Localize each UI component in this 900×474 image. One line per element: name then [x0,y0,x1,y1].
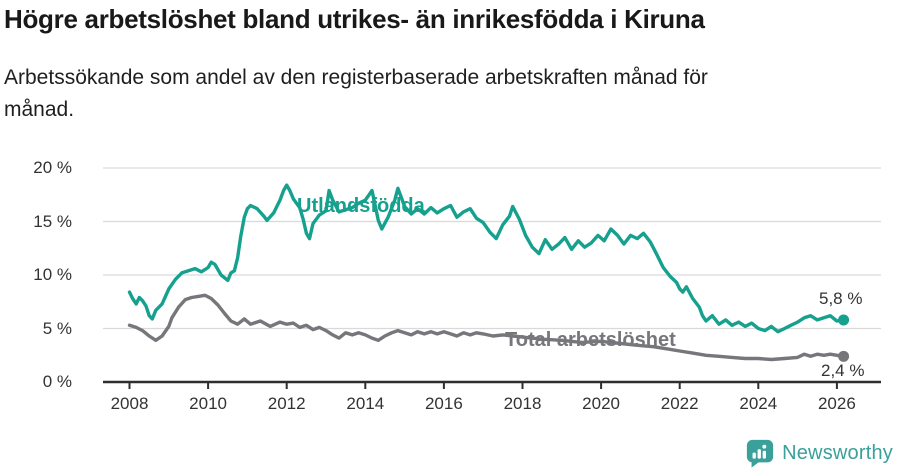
x-tick-label: 2022 [660,394,699,413]
end-value-label-utlandsfodda: 5,8 % [819,289,863,308]
series-label-utlandsfodda: Utlandsfödda [297,195,425,217]
x-tick-label: 2020 [582,394,620,413]
y-tick-label: 10 % [33,265,72,284]
chart-subtitle: Arbetssökande som andel av den registerb… [4,66,708,121]
series-end-dot-1 [838,350,850,362]
y-tick-label: 20 % [33,158,72,177]
series-label-total-arbetsloshet: Total arbetslöshet [505,329,676,351]
series-line-0 [127,183,846,334]
x-tick-label: 2014 [346,394,385,413]
series-end-dot-0 [838,314,850,326]
x-tick-label: 2012 [267,394,306,413]
chart-title: Högre arbetslöshet bland utrikes- än inr… [4,4,705,34]
y-tick-label: 15 % [33,211,72,231]
y-tick-label: 0 % [42,372,72,391]
series-line-1 [127,293,846,362]
x-tick-label: 2010 [189,394,227,413]
x-tick-label: 2018 [503,394,542,413]
y-tick-label: 5 % [42,318,72,338]
x-tick-label: 2026 [817,394,856,413]
newsworthy-logo-text: Newsworthy [782,442,893,464]
x-tick-label: 2016 [424,394,463,413]
newsworthy-speech-bubble-chart-icon [746,439,774,468]
x-tick-label: 2024 [739,394,778,413]
x-tick-label: 2008 [110,394,149,413]
newsworthy-logo: Newsworthy [745,438,893,469]
end-value-label-total-arbetsloshet: 2,4 % [821,361,865,380]
